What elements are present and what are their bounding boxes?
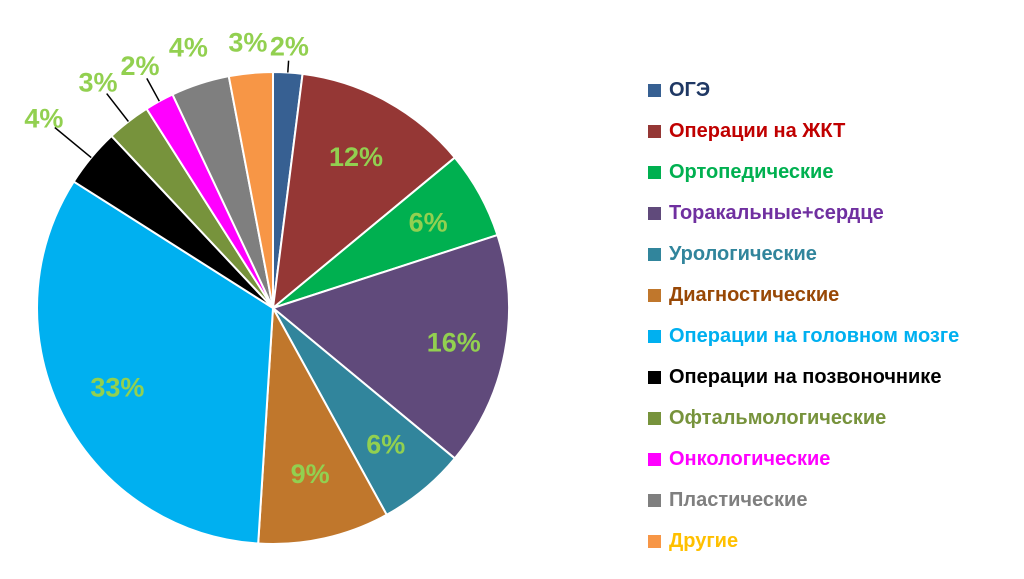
- chart-legend: ОГЭ Операции на ЖКТ Ортопедические Торакаль…: [648, 70, 959, 562]
- leader-line: [106, 93, 129, 122]
- legend-label: Другие: [669, 530, 739, 552]
- legend-label: Урологические: [669, 243, 817, 265]
- legend-swatch: [648, 412, 661, 425]
- legend-swatch: [648, 84, 661, 97]
- pie-slice: [227, 70, 274, 309]
- legend-label: Торакальные+сердце: [669, 202, 884, 224]
- data-label: 3%: [228, 28, 267, 58]
- legend-label: Операции на головном мозге: [669, 325, 960, 347]
- leader-line: [287, 60, 290, 73]
- legend-swatch: [648, 494, 661, 507]
- data-label: 3%: [78, 67, 117, 97]
- legend-item: Онкологические: [648, 439, 959, 480]
- legend-label: Ортопедические: [669, 161, 834, 183]
- legend-swatch: [648, 371, 661, 384]
- data-label: 6%: [409, 208, 448, 238]
- data-label: 12%: [329, 142, 383, 172]
- legend-item: Диагностические: [648, 275, 959, 316]
- pie-slice: [257, 304, 389, 545]
- legend-swatch: [648, 330, 661, 343]
- legend-swatch: [648, 125, 661, 138]
- legend-item: Операции на позвоночнике: [648, 357, 959, 398]
- legend-item: Ортопедические: [648, 152, 959, 193]
- legend-item: Операции на ЖКТ: [648, 111, 959, 152]
- legend-item: Офтальмологические: [648, 398, 959, 439]
- legend-item: ОГЭ: [648, 70, 959, 111]
- pie-slice: [36, 180, 275, 545]
- leader-line: [146, 78, 160, 102]
- legend-swatch: [648, 289, 661, 302]
- legend-label: Диагностические: [669, 284, 840, 306]
- pie-slice: [270, 233, 510, 460]
- data-label: 33%: [90, 372, 144, 402]
- pie-slice: [271, 72, 457, 311]
- legend-label: Операции на ЖКТ: [669, 120, 846, 142]
- legend-label: Онкологические: [669, 448, 831, 470]
- data-label: 2%: [120, 51, 159, 81]
- legend-swatch: [648, 207, 661, 220]
- data-label: 4%: [24, 104, 63, 134]
- data-label: 6%: [366, 429, 405, 459]
- legend-item: Урологические: [648, 234, 959, 275]
- legend-label: ОГЭ: [669, 79, 711, 101]
- data-label: 16%: [427, 328, 481, 358]
- legend-item: Операции на головном мозге: [648, 316, 959, 357]
- data-label: 9%: [291, 459, 330, 489]
- legend-label: Пластические: [669, 489, 808, 511]
- data-label: 2%: [270, 32, 309, 62]
- legend-swatch: [648, 453, 661, 466]
- legend-swatch: [648, 535, 661, 548]
- leader-line: [54, 126, 92, 159]
- legend-label: Операции на позвоночнике: [669, 366, 942, 388]
- legend-swatch: [648, 248, 661, 261]
- legend-item: Пластические: [648, 480, 959, 521]
- legend-label: Офтальмологические: [669, 407, 887, 429]
- legend-item: Торакальные+сердце: [648, 193, 959, 234]
- legend-swatch: [648, 166, 661, 179]
- legend-item: Другие: [648, 521, 959, 562]
- data-label: 4%: [169, 33, 208, 63]
